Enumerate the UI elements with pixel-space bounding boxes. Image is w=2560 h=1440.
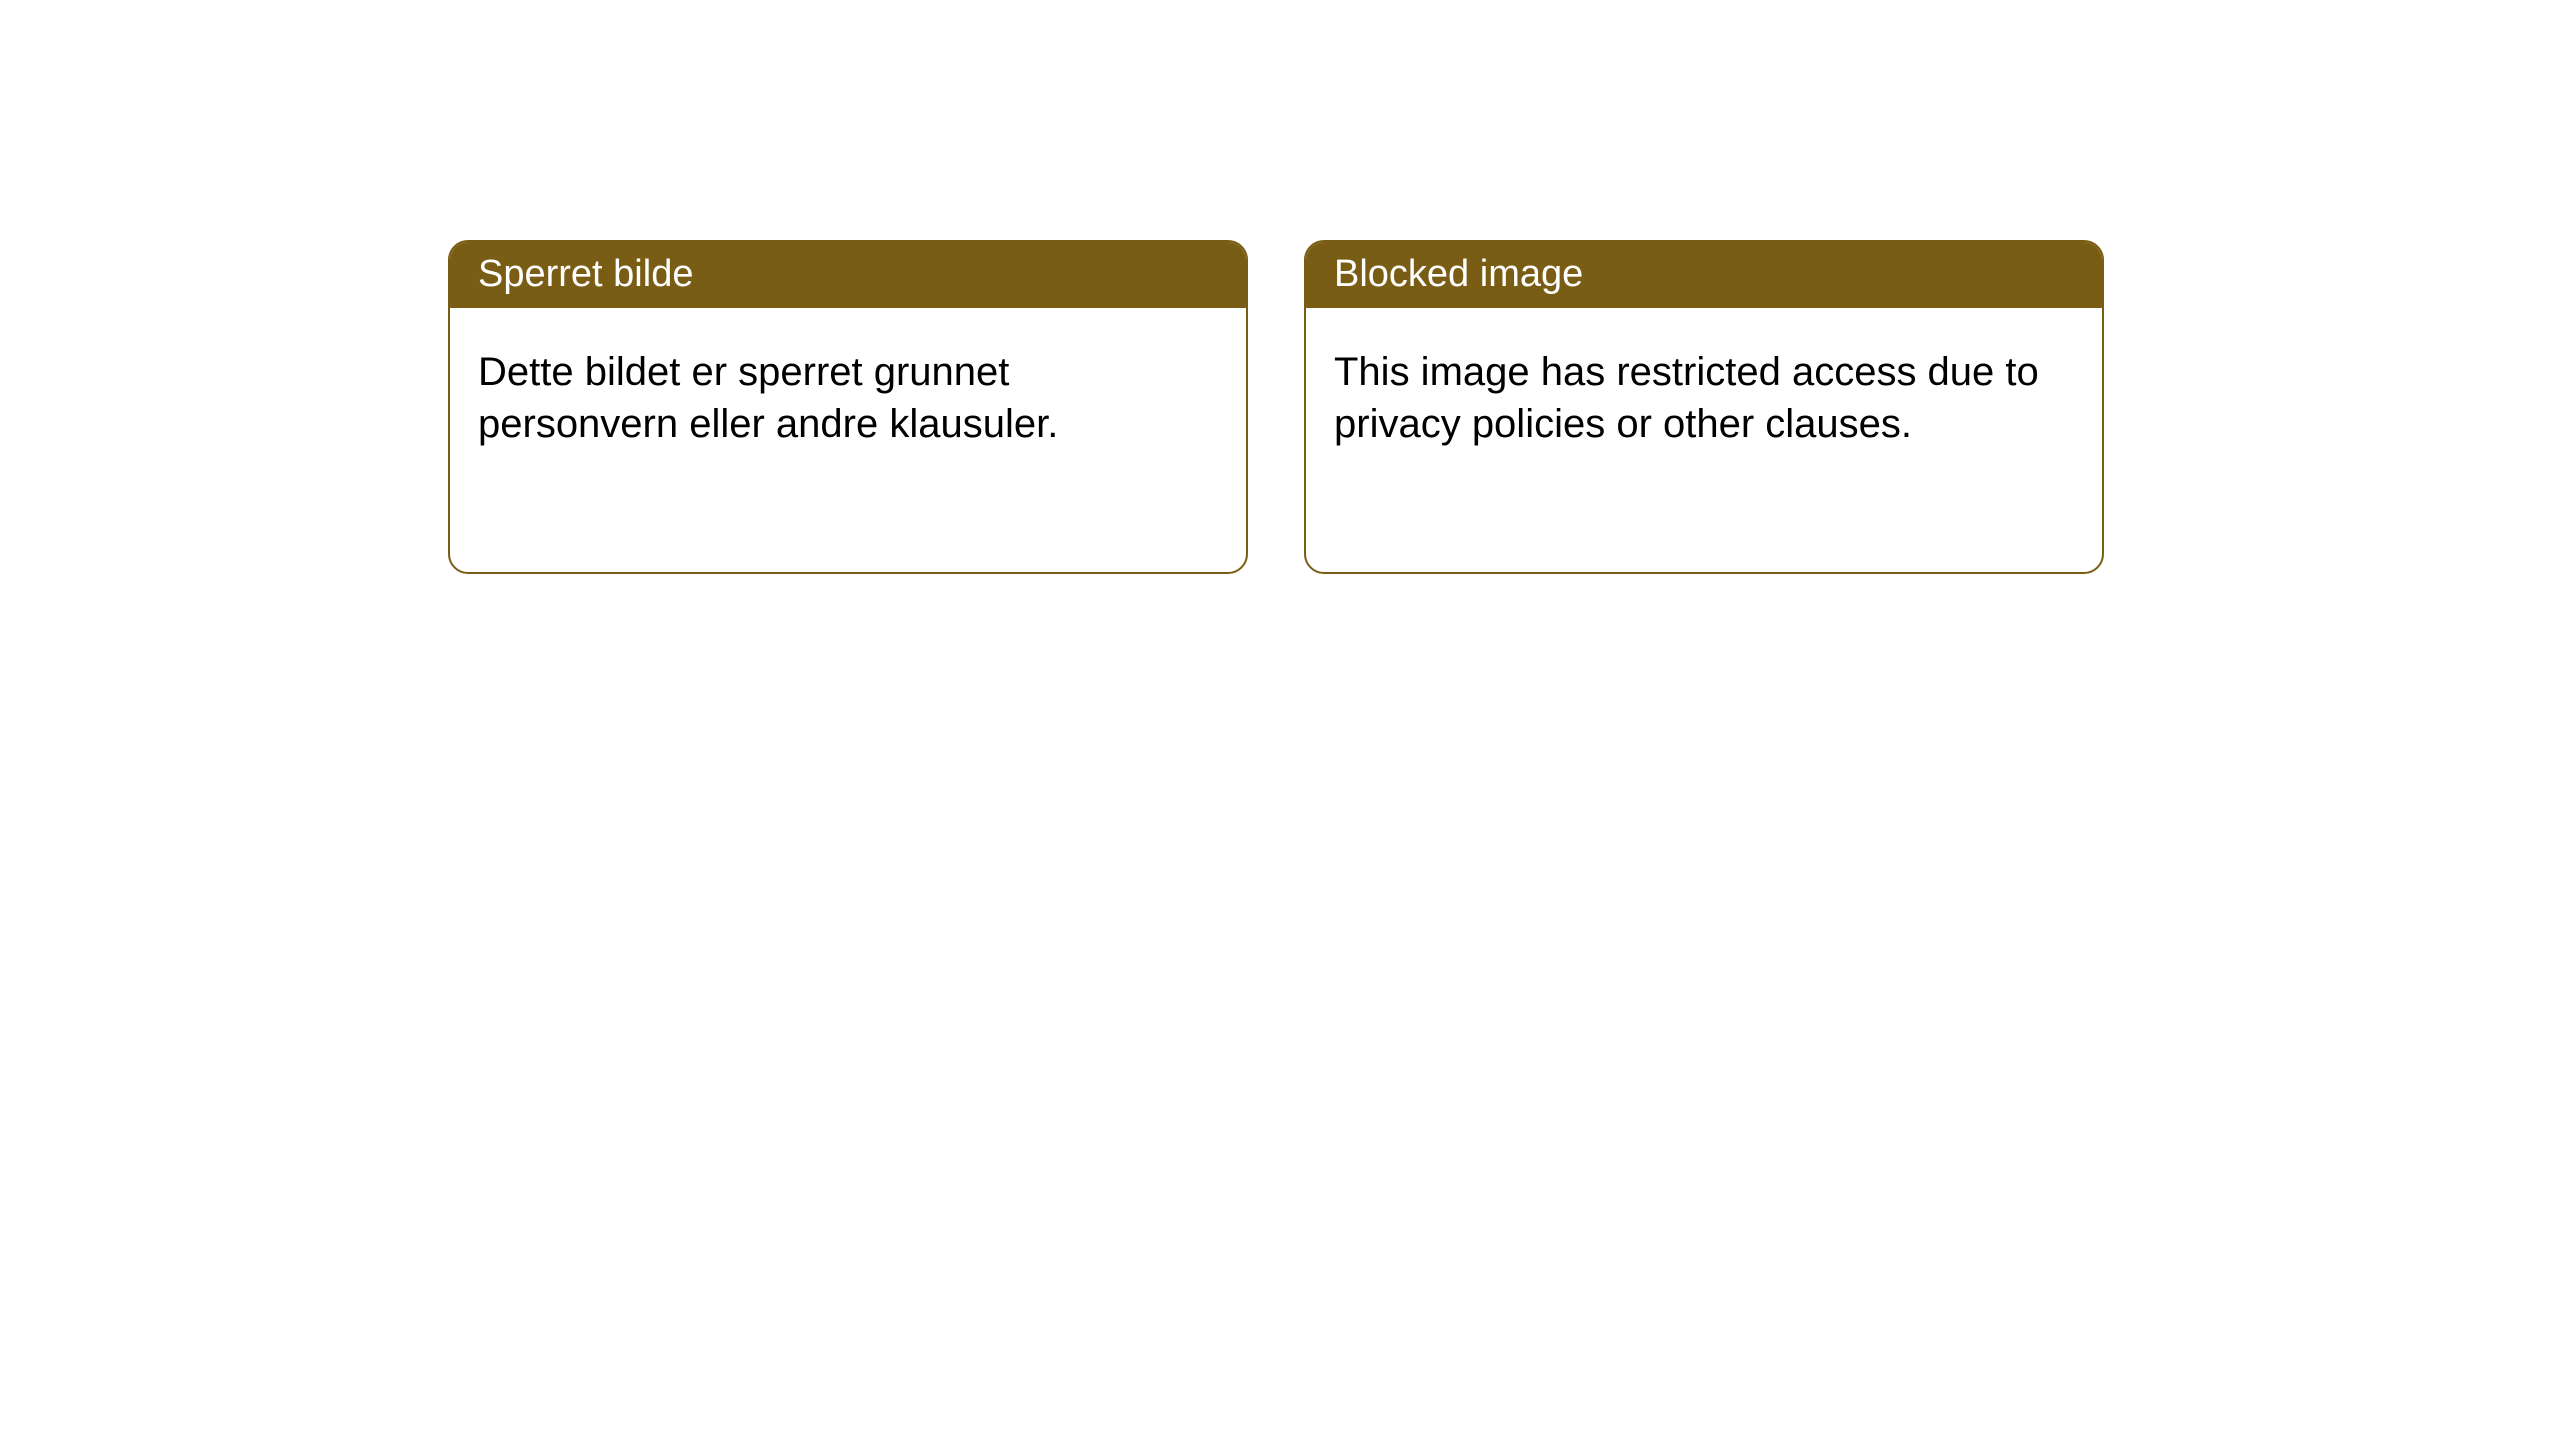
notice-card-norwegian: Sperret bilde Dette bildet er sperret gr… [448, 240, 1248, 574]
notice-title: Sperret bilde [478, 253, 693, 295]
notice-body-text: Dette bildet er sperret grunnet personve… [478, 350, 1058, 447]
notice-container: Sperret bilde Dette bildet er sperret gr… [0, 0, 2560, 574]
notice-card-english: Blocked image This image has restricted … [1304, 240, 2104, 574]
notice-header: Sperret bilde [450, 242, 1246, 308]
notice-body: Dette bildet er sperret grunnet personve… [450, 308, 1246, 490]
notice-body-text: This image has restricted access due to … [1334, 350, 2039, 447]
notice-header: Blocked image [1306, 242, 2102, 308]
notice-body: This image has restricted access due to … [1306, 308, 2102, 490]
notice-title: Blocked image [1334, 253, 1583, 295]
